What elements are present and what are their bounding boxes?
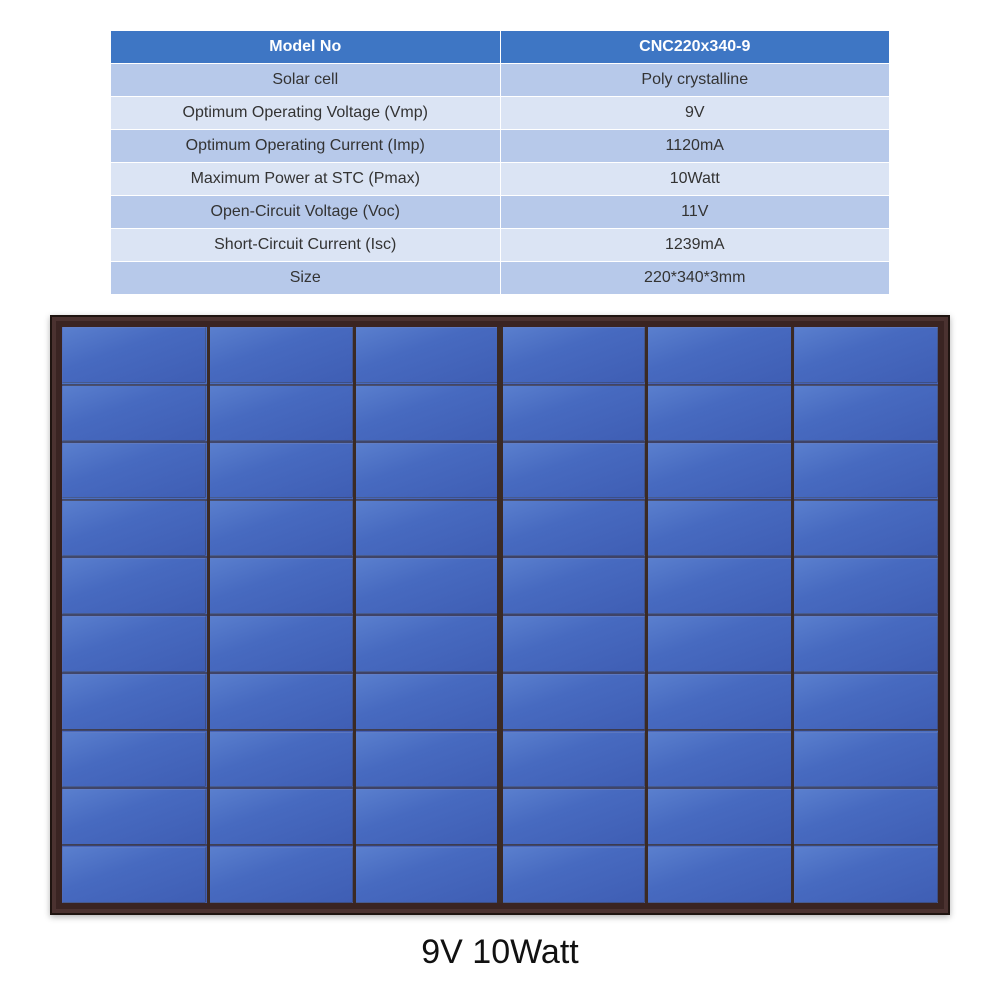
spec-table-row: Optimum Operating Current (Imp)1120mA bbox=[111, 130, 890, 163]
spec-row-label: Solar cell bbox=[111, 64, 501, 97]
spec-row-value: 11V bbox=[500, 196, 890, 229]
panel-cell bbox=[501, 443, 645, 499]
panel-cell bbox=[208, 674, 352, 730]
panel-cell bbox=[647, 789, 791, 845]
panel-cell bbox=[794, 674, 938, 730]
panel-cell bbox=[62, 789, 206, 845]
panel-cell bbox=[794, 385, 938, 441]
spec-row-value: 220*340*3mm bbox=[500, 262, 890, 295]
panel-hline bbox=[62, 787, 938, 789]
panel-cell bbox=[208, 847, 352, 903]
spec-row-label: Open-Circuit Voltage (Voc) bbox=[111, 196, 501, 229]
panel-cell bbox=[208, 327, 352, 383]
panel-cell bbox=[62, 385, 206, 441]
panel-hline bbox=[62, 499, 938, 501]
spec-header-label: Model No bbox=[111, 31, 501, 64]
panel-hline bbox=[62, 384, 938, 386]
panel-cell bbox=[62, 327, 206, 383]
solar-panel-image bbox=[50, 315, 950, 915]
spec-row-value: 1120mA bbox=[500, 130, 890, 163]
panel-cell bbox=[647, 847, 791, 903]
panel-cell bbox=[355, 847, 499, 903]
spec-table-row: Size220*340*3mm bbox=[111, 262, 890, 295]
spec-table-row: Maximum Power at STC (Pmax)10Watt bbox=[111, 163, 890, 196]
panel-caption: 9V 10Watt bbox=[421, 933, 578, 972]
panel-cell bbox=[501, 674, 645, 730]
panel-cell bbox=[62, 500, 206, 556]
panel-cell bbox=[355, 732, 499, 788]
panel-hline bbox=[62, 729, 938, 731]
panel-cell bbox=[208, 616, 352, 672]
panel-cell bbox=[355, 327, 499, 383]
panel-hline bbox=[62, 614, 938, 616]
spec-row-value: 1239mA bbox=[500, 229, 890, 262]
panel-cell bbox=[62, 674, 206, 730]
spec-table-header-row: Model No CNC220x340-9 bbox=[111, 31, 890, 64]
spec-table-row: Solar cellPoly crystalline bbox=[111, 64, 890, 97]
panel-cell bbox=[208, 385, 352, 441]
panel-cell bbox=[355, 789, 499, 845]
panel-cell bbox=[794, 558, 938, 614]
spec-table-row: Open-Circuit Voltage (Voc)11V bbox=[111, 196, 890, 229]
panel-hline bbox=[62, 441, 938, 443]
panel-cell bbox=[501, 616, 645, 672]
panel-cell bbox=[647, 558, 791, 614]
spec-table-body: Solar cellPoly crystallineOptimum Operat… bbox=[111, 64, 890, 295]
panel-cell bbox=[794, 789, 938, 845]
panel-cell bbox=[794, 443, 938, 499]
panel-cell bbox=[501, 327, 645, 383]
panel-hline bbox=[62, 844, 938, 846]
panel-cell bbox=[647, 327, 791, 383]
panel-cell bbox=[355, 443, 499, 499]
panel-cell bbox=[501, 732, 645, 788]
panel-cell bbox=[208, 789, 352, 845]
spec-row-value: 10Watt bbox=[500, 163, 890, 196]
panel-cell bbox=[208, 500, 352, 556]
panel-cell bbox=[62, 847, 206, 903]
spec-row-value: Poly crystalline bbox=[500, 64, 890, 97]
panel-cell bbox=[208, 732, 352, 788]
panel-cell bbox=[647, 500, 791, 556]
panel-cell bbox=[647, 674, 791, 730]
panel-cell bbox=[647, 443, 791, 499]
panel-hline bbox=[62, 556, 938, 558]
panel-cell bbox=[647, 385, 791, 441]
panel-hline bbox=[62, 672, 938, 674]
panel-cell bbox=[501, 558, 645, 614]
spec-row-label: Maximum Power at STC (Pmax) bbox=[111, 163, 501, 196]
spec-row-label: Optimum Operating Voltage (Vmp) bbox=[111, 97, 501, 130]
panel-cell bbox=[62, 732, 206, 788]
spec-table-row: Optimum Operating Voltage (Vmp)9V bbox=[111, 97, 890, 130]
panel-cell bbox=[355, 500, 499, 556]
panel-cell bbox=[501, 789, 645, 845]
panel-cell bbox=[794, 732, 938, 788]
panel-cell bbox=[62, 616, 206, 672]
panel-cell bbox=[355, 616, 499, 672]
spec-row-label: Short-Circuit Current (Isc) bbox=[111, 229, 501, 262]
panel-cell bbox=[501, 500, 645, 556]
panel-cell bbox=[208, 443, 352, 499]
spec-row-value: 9V bbox=[500, 97, 890, 130]
panel-cell bbox=[647, 616, 791, 672]
panel-cell bbox=[647, 732, 791, 788]
spec-row-label: Optimum Operating Current (Imp) bbox=[111, 130, 501, 163]
spec-table: Model No CNC220x340-9 Solar cellPoly cry… bbox=[110, 30, 890, 295]
spec-table-row: Short-Circuit Current (Isc)1239mA bbox=[111, 229, 890, 262]
panel-cell bbox=[62, 558, 206, 614]
panel-cell bbox=[62, 443, 206, 499]
panel-cell bbox=[208, 558, 352, 614]
spec-row-label: Size bbox=[111, 262, 501, 295]
panel-cell bbox=[501, 385, 645, 441]
panel-cell bbox=[794, 616, 938, 672]
panel-cell bbox=[355, 558, 499, 614]
panel-cell bbox=[794, 847, 938, 903]
panel-cell bbox=[355, 385, 499, 441]
panel-cell bbox=[794, 327, 938, 383]
panel-cell bbox=[355, 674, 499, 730]
spec-header-value: CNC220x340-9 bbox=[500, 31, 890, 64]
panel-cell bbox=[501, 847, 645, 903]
panel-cell bbox=[794, 500, 938, 556]
